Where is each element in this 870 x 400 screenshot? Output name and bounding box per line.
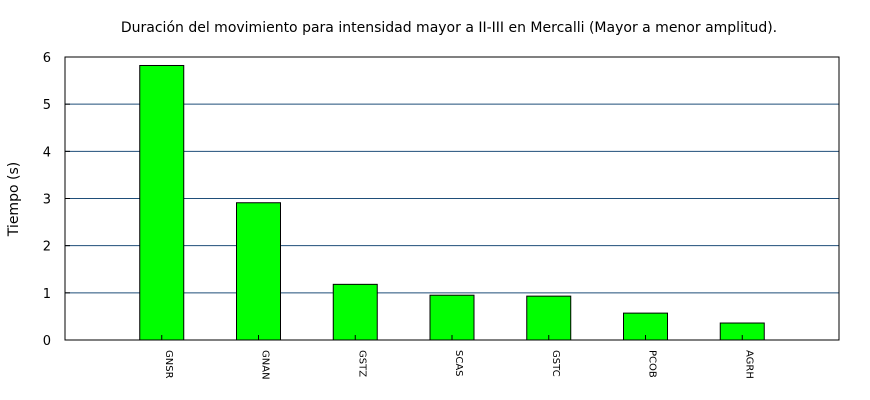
x-tick-label: PCOB bbox=[647, 350, 658, 378]
gridlines bbox=[65, 103, 839, 294]
x-ticks: GNSR GNAN GSTZ SCAS GSTC PCOB AGRH bbox=[161, 335, 754, 380]
x-tick-label: AGRH bbox=[743, 350, 754, 379]
y-tick-label: 4 bbox=[43, 145, 51, 160]
y-axis-label: Tiempo (s) bbox=[6, 162, 22, 237]
y-tick-label: 3 bbox=[43, 193, 51, 208]
x-tick-label: GSTC bbox=[550, 350, 561, 377]
x-tick-label: SCAS bbox=[453, 350, 464, 377]
y-tick-label: 6 bbox=[43, 51, 51, 66]
bar-gnan bbox=[236, 202, 281, 341]
chart-title: Duración del movimiento para intensidad … bbox=[121, 20, 777, 36]
y-tick-label: 2 bbox=[43, 240, 51, 255]
bar-scas bbox=[429, 294, 475, 341]
bar-gstc bbox=[526, 295, 572, 341]
y-tick-label: 0 bbox=[43, 334, 51, 349]
x-tick-label: GSTZ bbox=[356, 350, 367, 377]
bar-gnsr bbox=[139, 64, 185, 341]
y-tick-label: 1 bbox=[43, 287, 51, 302]
x-tick-label: GNAN bbox=[260, 350, 271, 380]
y-tick-label: 5 bbox=[43, 98, 51, 113]
x-tick-label: GNSR bbox=[163, 350, 174, 379]
bars bbox=[139, 64, 765, 341]
y-ticks: 0 1 2 3 4 5 6 bbox=[43, 51, 70, 349]
bar-gstz bbox=[332, 283, 378, 341]
